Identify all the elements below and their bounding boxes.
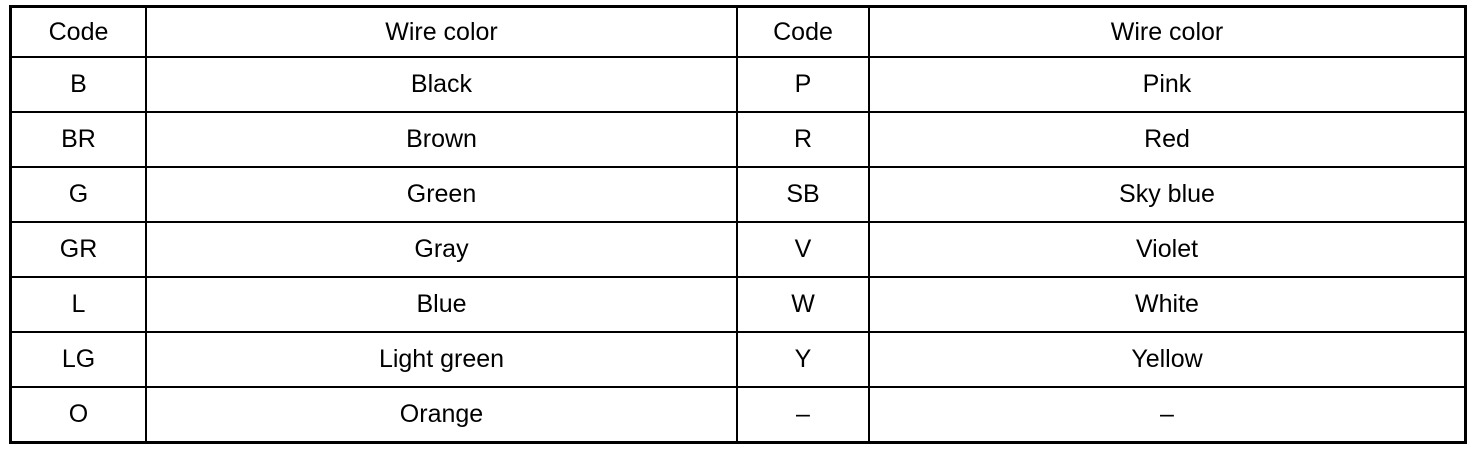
code-cell: GR <box>9 221 147 278</box>
wire-color-cell: Light green <box>145 331 738 388</box>
code-cell: BR <box>9 111 147 168</box>
table-row: O Orange – – <box>9 386 1467 444</box>
code-cell: W <box>736 276 870 333</box>
code-cell: Y <box>736 331 870 388</box>
wire-color-cell: Orange <box>145 386 738 444</box>
header-code: Code <box>736 5 870 58</box>
code-cell: P <box>736 56 870 113</box>
table-row: LG Light green Y Yellow <box>9 331 1467 388</box>
code-cell: O <box>9 386 147 444</box>
wire-color-cell: Black <box>145 56 738 113</box>
table-row: L Blue W White <box>9 276 1467 333</box>
wire-color-cell: White <box>868 276 1467 333</box>
code-cell: G <box>9 166 147 223</box>
header-code: Code <box>9 5 147 58</box>
table-row: GR Gray V Violet <box>9 221 1467 278</box>
table-row: BR Brown R Red <box>9 111 1467 168</box>
wire-color-table: Code Wire color Code Wire color B Black P P… <box>9 5 1467 444</box>
wire-color-cell: Violet <box>868 221 1467 278</box>
code-cell: LG <box>9 331 147 388</box>
code-cell: L <box>9 276 147 333</box>
code-cell: V <box>736 221 870 278</box>
code-cell: R <box>736 111 870 168</box>
wire-color-cell: Blue <box>145 276 738 333</box>
wire-color-cell: Green <box>145 166 738 223</box>
wire-color-cell: – <box>868 386 1467 444</box>
wire-color-cell: Gray <box>145 221 738 278</box>
header-wire-color: Wire color <box>868 5 1467 58</box>
header-wire-color: Wire color <box>145 5 738 58</box>
code-cell: SB <box>736 166 870 223</box>
code-cell: B <box>9 56 147 113</box>
wire-color-cell: Sky blue <box>868 166 1467 223</box>
header-row: Code Wire color Code Wire color <box>9 5 1467 58</box>
wire-color-cell: Red <box>868 111 1467 168</box>
wire-color-cell: Brown <box>145 111 738 168</box>
table-row: G Green SB Sky blue <box>9 166 1467 223</box>
table-row: B Black P Pink <box>9 56 1467 113</box>
wire-color-cell: Pink <box>868 56 1467 113</box>
wire-color-cell: Yellow <box>868 331 1467 388</box>
code-cell: – <box>736 386 870 444</box>
